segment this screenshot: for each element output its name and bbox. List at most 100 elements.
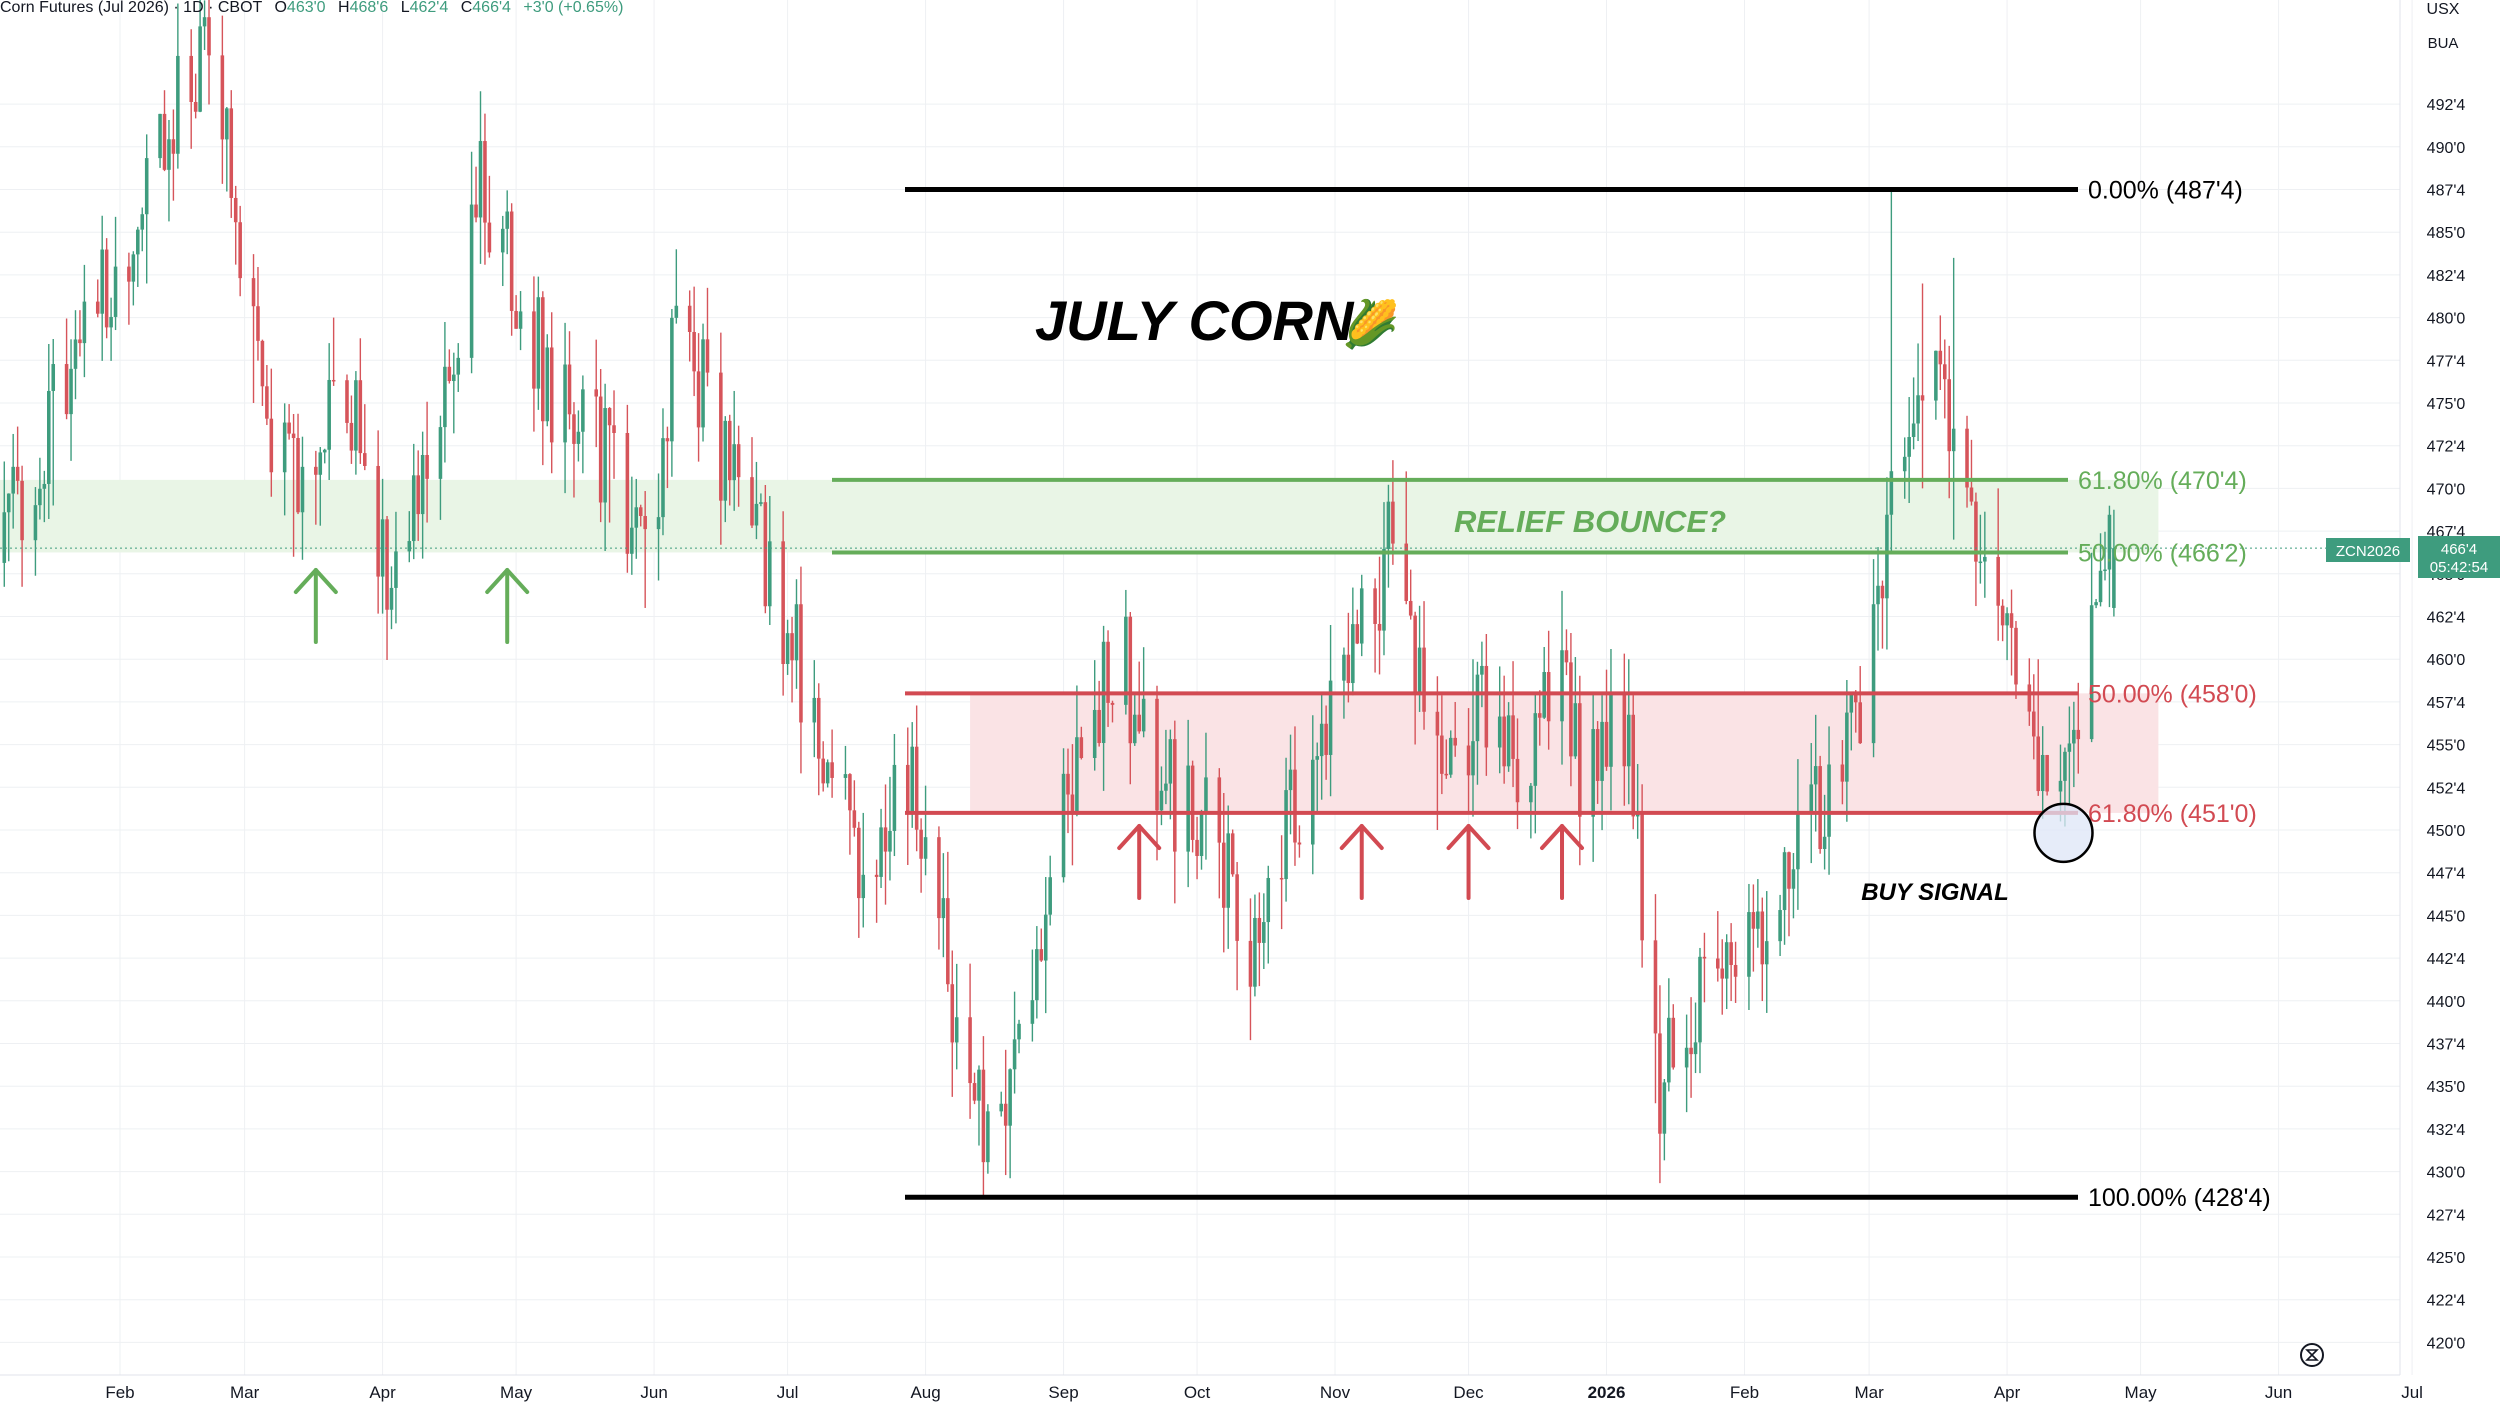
candle-body (1012, 1039, 1017, 1070)
candle (1667, 978, 1671, 1092)
candle (892, 734, 897, 857)
open-label: O (274, 0, 286, 16)
x-tick-label: Jul (2401, 1383, 2423, 1402)
candle (2032, 674, 2036, 760)
candle-body (416, 475, 420, 515)
candle-body (1822, 836, 1827, 850)
candle (781, 511, 785, 696)
candle-body (536, 297, 541, 389)
candle (727, 414, 732, 506)
candle (1871, 559, 1876, 758)
candle-body (420, 454, 425, 515)
candle (1515, 718, 1520, 830)
candle (167, 119, 171, 222)
candle-body (986, 1111, 990, 1163)
candle-body (167, 139, 171, 170)
candle-body (830, 762, 834, 778)
candle (545, 334, 550, 427)
candle (2009, 589, 2014, 676)
candle-body (781, 541, 785, 665)
candle (1475, 661, 1480, 785)
candle (438, 415, 443, 520)
candle (282, 403, 287, 516)
candle (1604, 669, 1609, 771)
candle (1938, 315, 1943, 391)
x-tick-label: Dec (1453, 1383, 1484, 1402)
candle-body (1466, 745, 1471, 776)
candle (656, 473, 661, 581)
candle (1751, 884, 1756, 972)
candle-body (1716, 958, 1720, 969)
candle (1662, 1078, 1667, 1161)
candle (723, 416, 728, 523)
candle-body (2009, 613, 2014, 628)
candle-body (518, 311, 523, 329)
candle (1048, 855, 1052, 926)
candle-body (1756, 911, 1760, 929)
buy-signal-circle (2033, 802, 2094, 864)
timezone-clock-icon[interactable] (2300, 1343, 2324, 1367)
candle-body (1564, 650, 1569, 663)
candle (1529, 783, 1533, 839)
candle-body (225, 108, 229, 140)
candle-body (1760, 911, 1765, 965)
candle (1435, 676, 1440, 830)
candle-body (42, 483, 47, 489)
candle-body (1764, 941, 1769, 965)
candle-body (1404, 543, 1409, 601)
candle-body (612, 425, 616, 433)
candle-body (1965, 428, 1969, 488)
candle (1155, 685, 1159, 861)
candle (1039, 928, 1044, 962)
candle (1297, 825, 1302, 858)
candle (425, 401, 429, 523)
candle (1698, 947, 1702, 1074)
candle (1288, 734, 1293, 835)
candle (1974, 492, 1978, 607)
x-tick-label: Jun (640, 1383, 667, 1402)
red-up-arrow (1117, 824, 1162, 900)
candle-body (1199, 813, 1204, 856)
candle (1391, 460, 1395, 565)
candle-body (1880, 585, 1885, 599)
candle-body (322, 449, 327, 453)
candle-body (474, 204, 478, 218)
candle-body (33, 505, 38, 541)
candle (220, 15, 225, 184)
candle-body (2098, 570, 2103, 603)
candle-body (1173, 739, 1177, 852)
fib-zones (0, 479, 2159, 813)
candle (1822, 794, 1827, 870)
candle-body (1328, 680, 1333, 755)
candle-body (136, 229, 140, 255)
candle-body (1155, 698, 1159, 811)
candle-body (563, 364, 567, 443)
candle (1506, 702, 1511, 772)
candle (692, 286, 696, 397)
candle (256, 266, 260, 361)
candle (100, 215, 104, 361)
candle (790, 616, 794, 703)
candle (670, 309, 674, 477)
candle (1497, 666, 1502, 774)
candle-body (144, 158, 149, 215)
candle-body (509, 211, 514, 311)
candlesticks (2, 0, 2116, 1198)
candle (1760, 897, 1765, 1002)
candle-body (291, 433, 296, 439)
candle (674, 249, 679, 324)
candle-body (1515, 758, 1520, 803)
candle (1916, 343, 1920, 442)
candle-body (1382, 548, 1386, 631)
candle-body (113, 266, 118, 317)
candle (830, 729, 834, 798)
candle-body (1061, 773, 1066, 878)
candle (11, 433, 15, 529)
candle-body (500, 228, 505, 253)
candle-body (2076, 729, 2081, 740)
candle (1818, 755, 1822, 854)
candle-body (874, 874, 879, 877)
candle-body (1413, 615, 1417, 695)
candle (331, 317, 336, 386)
